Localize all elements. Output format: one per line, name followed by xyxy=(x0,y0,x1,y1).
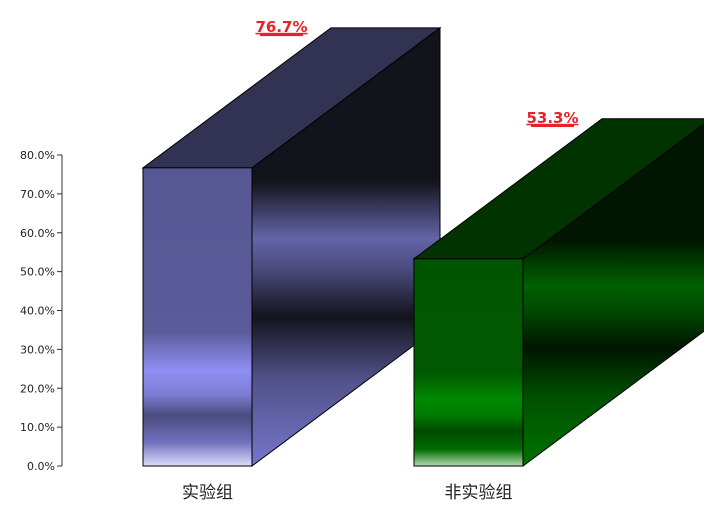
bar-2 xyxy=(412,118,704,467)
data-label: 53.3% xyxy=(526,109,578,127)
bar-front-face xyxy=(142,167,253,467)
y-tick-label: 60.0% xyxy=(20,227,55,240)
bar-front-face xyxy=(413,258,524,467)
category-label: 非实验组 xyxy=(445,483,513,503)
y-axis: 0.0% 10.0% 20.0% 30.0% 40.0% 50.0% 60.0% 70.0% 8… xyxy=(20,149,63,473)
category-label: 实验组 xyxy=(182,483,233,503)
y-tick-label: 0.0% xyxy=(27,460,55,473)
y-tick-label: 40.0% xyxy=(20,305,55,318)
y-tick-label: 20.0% xyxy=(20,382,55,395)
y-tick-label: 70.0% xyxy=(20,188,55,201)
data-label: 76.7% xyxy=(255,18,307,36)
y-tick-label: 80.0% xyxy=(20,149,55,162)
bars xyxy=(141,26,704,467)
y-tick-label: 30.0% xyxy=(20,343,55,356)
y-tick-label: 10.0% xyxy=(20,421,55,434)
bar-1 xyxy=(141,26,442,467)
labels: 76.7% 实验组 53.3% 非实验组 xyxy=(182,18,579,503)
y-tick-label: 50.0% xyxy=(20,266,55,279)
